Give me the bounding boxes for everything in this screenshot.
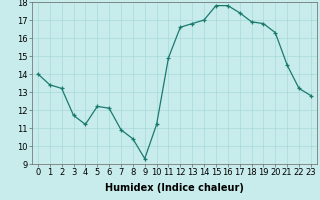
X-axis label: Humidex (Indice chaleur): Humidex (Indice chaleur) <box>105 183 244 193</box>
